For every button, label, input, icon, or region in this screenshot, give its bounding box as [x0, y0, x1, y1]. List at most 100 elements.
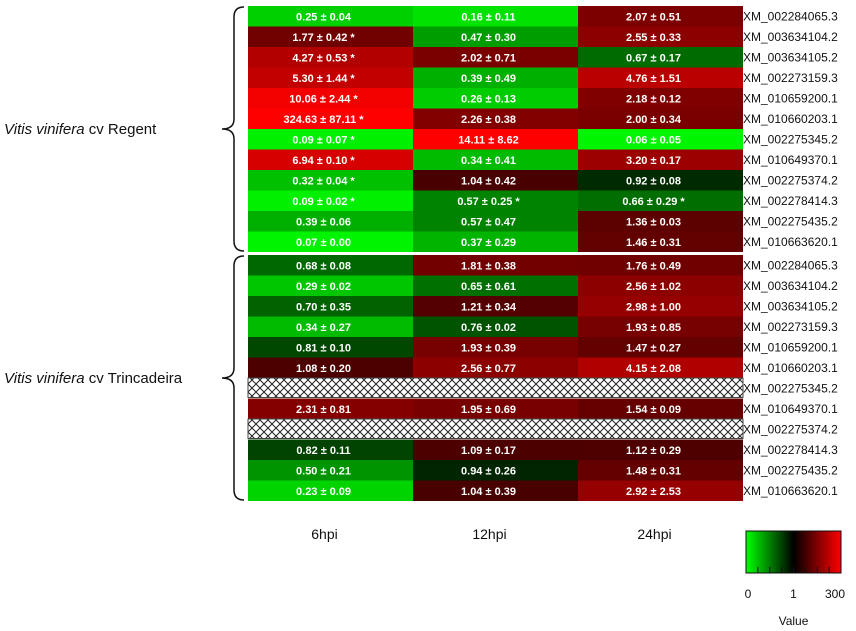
heatmap-cell	[413, 211, 578, 232]
cell-value-label: 0.92 ± 0.08	[626, 175, 681, 187]
heatmap-cell	[578, 398, 743, 419]
heatmap-cell	[413, 398, 578, 419]
heatmap-cell	[413, 275, 578, 296]
cell-value-label: 2.92 ± 2.53	[626, 486, 681, 498]
row-labels: XM_002284065.3 XM_003634104.2 XM_003634105…	[743, 9, 838, 498]
cell-value-label: 1.93 ± 0.85	[626, 322, 681, 334]
cell-value-label: 0.07 ± 0.00	[296, 237, 351, 249]
heatmap-cell	[413, 337, 578, 358]
column-label: 6hpi	[311, 526, 337, 542]
cell-value-label: 0.06 ± 0.05	[626, 134, 681, 146]
row-gene-label: XM_010649370.1	[743, 153, 838, 167]
cell-value-label: 2.18 ± 0.12	[626, 93, 681, 105]
heatmap-cell	[413, 26, 578, 47]
row-gene-label: XM_002275345.2	[743, 132, 838, 146]
heatmap-cell	[413, 460, 578, 481]
cell-value-label: 2.55 ± 0.33	[626, 32, 681, 44]
heatmap-cell	[248, 6, 413, 27]
cell-value-label: 0.82 ± 0.11	[296, 445, 350, 457]
heatmap-cell	[578, 190, 743, 211]
heatmap-cell	[413, 149, 578, 170]
heatmap-cell	[248, 316, 413, 337]
cell-value-label: 10.06 ± 2.44 *	[289, 93, 358, 105]
row-gene-label: XM_002275374.2	[743, 173, 838, 187]
row-gene-label: XM_002273159.3	[743, 71, 838, 85]
column-labels: 6hpi 12hpi 24hpi	[311, 526, 671, 542]
row-gene-label: XM_010660203.1	[743, 361, 838, 375]
cell-value-label: 0.76 ± 0.02	[461, 322, 516, 334]
heatmap-cell	[578, 26, 743, 47]
cell-value-label: 0.25 ± 0.04	[296, 11, 352, 23]
row-gene-label: XM_010663620.1	[743, 235, 838, 249]
cell-value-label: 1.77 ± 0.42 *	[292, 32, 355, 44]
column-label: 24hpi	[637, 526, 671, 542]
legend-tick-label: 300	[825, 587, 845, 601]
cell-value-label: 1.04 ± 0.42	[461, 175, 516, 187]
cell-value-label: 0.70 ± 0.35	[296, 301, 351, 313]
cell-value-label: 1.95 ± 0.69	[461, 404, 516, 416]
missing-data-row	[247, 377, 744, 398]
cell-value-label: 1.47 ± 0.27	[626, 342, 681, 354]
row-gene-label: XM_002275435.2	[743, 463, 838, 477]
row-gene-label: XM_010659200.1	[743, 91, 838, 105]
heatmap-cell	[578, 67, 743, 88]
heatmap-cell	[248, 88, 413, 109]
heatmap-cell	[413, 480, 578, 501]
cell-value-label: 2.98 ± 1.00	[626, 301, 681, 313]
heatmap-cell	[578, 296, 743, 317]
row-gene-label: XM_002275345.2	[743, 381, 838, 395]
row-gene-label: XM_002273159.3	[743, 320, 838, 334]
cell-value-label: 4.27 ± 0.53 *	[292, 52, 355, 64]
row-gene-label: XM_002284065.3	[743, 9, 838, 23]
heatmap-cell	[248, 255, 413, 276]
heatmap-cell	[413, 88, 578, 109]
group-label: Vitis vinifera cv Regent	[4, 121, 157, 138]
heatmap-cell	[413, 357, 578, 378]
heatmap-cell	[413, 439, 578, 460]
heatmap-cell	[578, 211, 743, 232]
cell-value-label: 0.37 ± 0.29	[461, 237, 516, 249]
cell-value-label: 0.26 ± 0.13	[461, 93, 516, 105]
heatmap-cell	[248, 149, 413, 170]
cell-value-label: 2.26 ± 0.38	[461, 114, 516, 126]
heatmap-cell	[413, 129, 578, 150]
row-gene-label: XM_010649370.1	[743, 402, 838, 416]
cell-value-label: 0.32 ± 0.04 *	[292, 175, 355, 187]
group-bracket	[221, 6, 245, 252]
cell-value-label: 2.31 ± 0.81	[296, 404, 351, 416]
cell-value-label: 3.20 ± 0.17	[626, 155, 681, 167]
row-gene-label: XM_002275435.2	[743, 214, 838, 228]
cell-value-label: 0.81 ± 0.10	[296, 342, 351, 354]
cell-value-label: 0.29 ± 0.02	[296, 281, 351, 293]
cell-value-label: 0.57 ± 0.25 *	[457, 196, 520, 208]
heatmap-cells: 0.25 ± 0.04 0.16 ± 0.11 2.07 ± 0.51 1.77 ± …	[247, 6, 744, 501]
cell-value-label: 0.39 ± 0.06	[296, 216, 351, 228]
row-gene-label: XM_002275374.2	[743, 422, 838, 436]
cell-value-label: 1.76 ± 0.49	[626, 260, 681, 272]
row-gene-label: XM_010663620.1	[743, 484, 838, 498]
heatmap-cell	[413, 316, 578, 337]
heatmap-cell	[248, 211, 413, 232]
cell-value-label: 1.81 ± 0.38	[461, 260, 516, 272]
heatmap-cell	[248, 108, 413, 129]
heatmap-cell	[248, 296, 413, 317]
row-gene-label: XM_003634104.2	[743, 30, 838, 44]
heatmap-cell	[413, 108, 578, 129]
heatmap-cell	[413, 255, 578, 276]
row-gene-label: XM_003634104.2	[743, 279, 838, 293]
row-gene-label: XM_003634105.2	[743, 299, 838, 313]
heatmap-cell	[578, 129, 743, 150]
group-bracket	[221, 255, 245, 501]
heatmap-cell	[578, 357, 743, 378]
cell-value-label: 0.67 ± 0.17	[626, 52, 681, 64]
cell-value-label: 14.11 ± 8.62	[458, 134, 518, 146]
heatmap-cell	[578, 275, 743, 296]
column-label: 12hpi	[472, 526, 506, 542]
heatmap-cell	[248, 129, 413, 150]
cell-value-label: 0.66 ± 0.29 *	[622, 196, 685, 208]
row-gene-label: XM_002278414.3	[743, 194, 838, 208]
row-gene-label: XM_002284065.3	[743, 258, 838, 272]
row-gene-label: XM_002278414.3	[743, 443, 838, 457]
heatmap-cell	[578, 149, 743, 170]
